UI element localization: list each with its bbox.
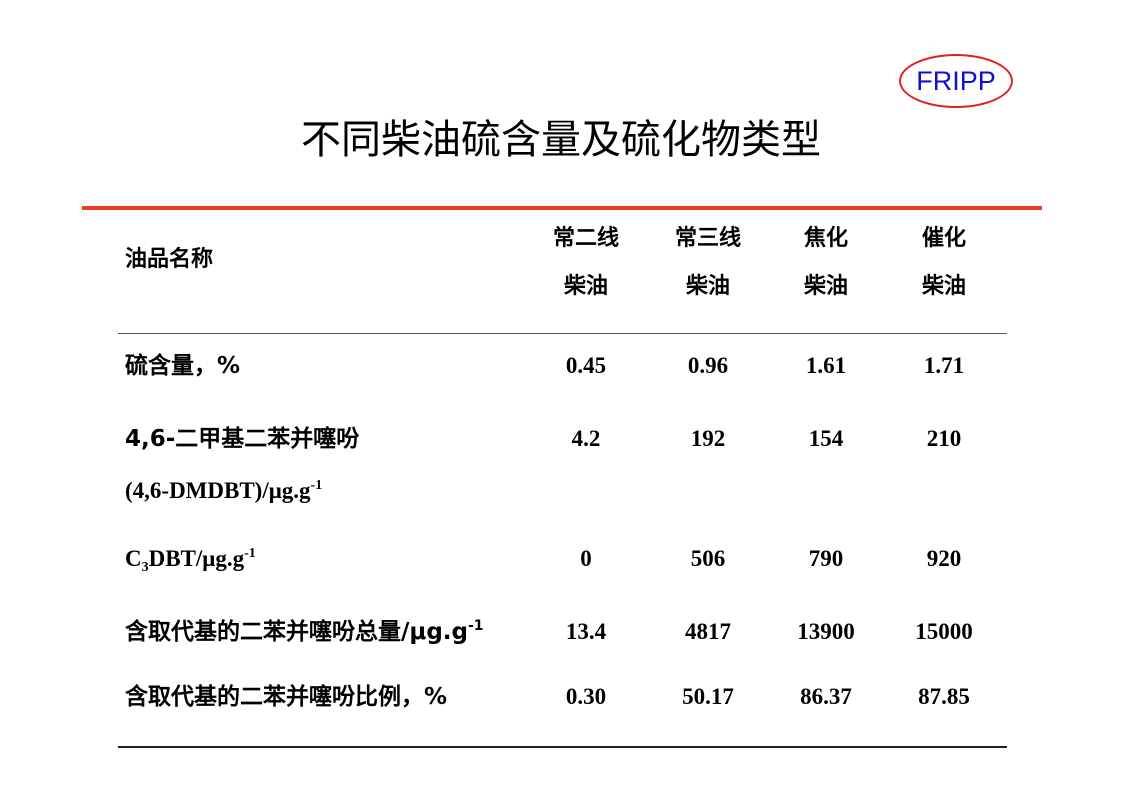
label-superscript: -1 <box>468 618 484 634</box>
label-superscript: -1 <box>244 546 256 561</box>
column-header-line1: 常二线 <box>552 226 619 251</box>
table-cell: 0.45 <box>565 353 607 378</box>
table-cell: 1.61 <box>805 353 847 378</box>
table-cell: 192 <box>690 426 726 451</box>
label-superscript: -1 <box>310 478 323 493</box>
column-header-1: 常二线 柴油 <box>526 215 646 311</box>
row-label-dmdbt: 4,6-二甲基二苯并噻吩 <box>125 426 360 452</box>
table-cell: 87.85 <box>918 684 970 709</box>
column-header-line2: 柴油 <box>563 274 608 299</box>
table-cell: 0 <box>580 546 592 571</box>
table-cell: 920 <box>926 546 962 571</box>
column-header-3: 焦化 柴油 <box>766 215 886 311</box>
table-cell: 50.17 <box>682 684 734 709</box>
table-cell: 1.71 <box>923 353 965 378</box>
table-cell: 154 <box>808 426 844 451</box>
label-text: C <box>125 546 142 571</box>
label-text: 含取代基的二苯并噻吩总量/μg.g <box>125 619 468 645</box>
column-header-line2: 柴油 <box>685 274 730 299</box>
table-cell: 13.4 <box>565 619 607 644</box>
logo-text: FRIPP <box>916 65 996 96</box>
table-cell: 0.30 <box>565 684 607 709</box>
column-header-line1: 焦化 <box>803 226 848 251</box>
label-text: (4,6-DMDBT)/μg.g <box>125 478 311 503</box>
column-header-4: 催化 柴油 <box>884 215 1004 311</box>
row-label-dmdbt-unit: (4,6-DMDBT)/μg.g-1 <box>125 476 322 506</box>
row-label-sulfur-content: 硫含量，% <box>125 353 241 379</box>
column-header-line1: 催化 <box>921 226 966 251</box>
table-cell: 0.96 <box>687 353 729 378</box>
row-label-substituted-dbt-ratio: 含取代基的二苯并噻吩比例，% <box>125 684 448 710</box>
table-bottom-rule <box>118 746 1007 748</box>
table-cell: 13900 <box>797 619 855 644</box>
title-divider <box>82 206 1042 210</box>
column-header-line2: 柴油 <box>921 274 966 299</box>
fripp-logo: FRIPP <box>899 54 1013 108</box>
row-label-total-substituted-dbt: 含取代基的二苯并噻吩总量/μg.g-1 <box>125 617 484 647</box>
table-cell: 790 <box>808 546 844 571</box>
label-subscript: 3 <box>141 560 149 575</box>
label-text: DBT/μg.g <box>148 546 245 571</box>
column-header-line1: 常三线 <box>674 226 741 251</box>
table-cell: 4.2 <box>571 426 601 451</box>
column-header-line2: 柴油 <box>803 274 848 299</box>
table-cell: 506 <box>690 546 726 571</box>
header-label: 油品名称 <box>125 247 214 272</box>
table-cell: 15000 <box>915 619 973 644</box>
table-cell: 4817 <box>685 619 731 644</box>
table-cell: 210 <box>926 426 962 451</box>
column-header-2: 常三线 柴油 <box>648 215 768 311</box>
header-divider <box>118 333 1007 334</box>
table-cell: 86.37 <box>800 684 852 709</box>
page-title: 不同柴油硫含量及硫化物类型 <box>301 117 821 163</box>
row-label-c3dbt: C3DBT/μg.g-1 <box>125 544 256 575</box>
